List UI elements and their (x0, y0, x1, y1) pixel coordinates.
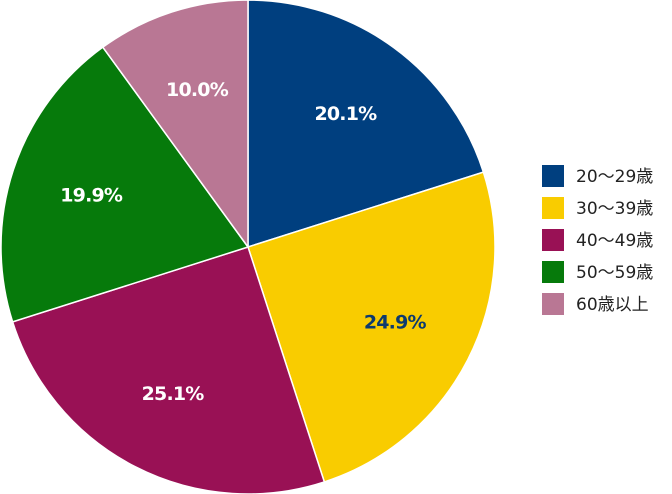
legend-swatch (542, 261, 564, 283)
pie-slice-4 (0, 46, 250, 323)
legend-swatch (542, 197, 564, 219)
pie-slice-value-label: 19.9% (60, 185, 123, 207)
legend-label: 50〜59歳 (576, 263, 653, 283)
pie-slice-2 (247, 171, 496, 483)
pie-value-labels: 20.1% 24.9% 25.1% 19.9% 10.0% (60, 79, 427, 405)
legend-label: 30〜39歳 (576, 199, 653, 219)
legend-label: 60歳以上 (576, 295, 649, 315)
pie-slice-3 (11, 246, 326, 494)
pie-slice-value-label: 10.0% (166, 79, 229, 101)
legend-label: 20〜29歳 (576, 167, 653, 187)
legend-swatch (542, 165, 564, 187)
legend-swatch (542, 229, 564, 251)
legend-label: 40〜49歳 (576, 231, 653, 251)
legend: 20〜29歳 30〜39歳 40〜49歳 50〜59歳 60歳以上 (542, 165, 653, 315)
pie-slices (0, 0, 496, 494)
pie-slice-1 (247, 0, 485, 249)
pie-slice-value-label: 24.9% (364, 311, 427, 333)
pie-slice-5 (101, 0, 249, 250)
pie-slice-value-label: 25.1% (142, 383, 205, 405)
legend-swatch (542, 293, 564, 315)
pie-slice-value-label: 20.1% (314, 103, 377, 125)
